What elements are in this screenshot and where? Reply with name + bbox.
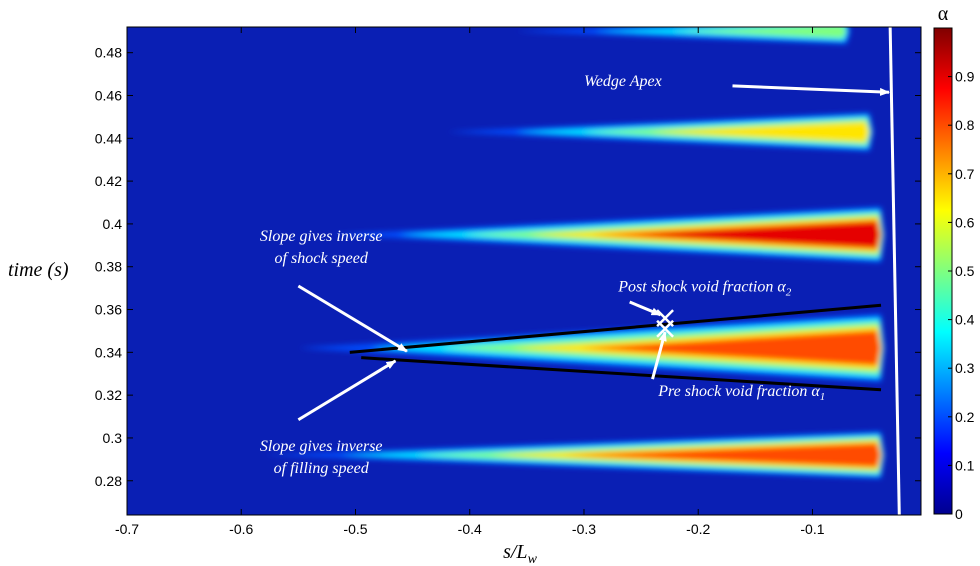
y-tick-label: 0.38 (95, 259, 122, 275)
y-tick-label: 0.3 (103, 430, 123, 446)
plot-background (127, 27, 921, 515)
post-shock-label: Post shock void fraction α2 (617, 278, 792, 317)
annotations: Wedge Apex Slope gives inverse of shock sp… (260, 73, 891, 477)
slope-shock-label-text: Slope gives inverse of shock speed (260, 228, 383, 267)
overlay-layer (349, 27, 901, 515)
cavity-level-0.65 (648, 121, 870, 142)
y-tick-label: 0.34 (95, 344, 122, 360)
colorbar-tick-label: 0.4 (955, 312, 975, 328)
cavity-region-3 (332, 206, 885, 263)
y-axis-label: time (s) (8, 259, 69, 281)
slope-shock-label: Slope gives inverse of shock speed (260, 228, 408, 353)
pre-shock-label-arrow (651, 331, 667, 380)
y-tick-label: 0.46 (95, 87, 122, 103)
x-tick-label: -0.6 (229, 521, 253, 537)
cavity-region-4 (446, 112, 874, 152)
colorbar-ticks: 0 0.1 0.2 0.3 0.4 0.5 0.6 0.7 0.8 0.9 (948, 69, 975, 522)
slope-shock-label-arrow (297, 284, 408, 353)
cavity-level-0.8 (563, 442, 881, 468)
x-tick-label: -0.1 (800, 521, 824, 537)
slope-filling-label-arrow (297, 359, 397, 422)
cavity-level-0.5 (671, 27, 847, 39)
post-shock-label-arrow (629, 300, 662, 317)
wedge-apex-line (888, 27, 901, 515)
y-tick-label: 0.4 (103, 216, 123, 232)
colorbar-tick-label: 0.8 (955, 117, 975, 133)
x-axis-label-main: s/L (503, 541, 527, 563)
wedge-apex-label-text: Wedge Apex (584, 73, 662, 90)
x-axis-ticks: -0.7 -0.6 -0.5 -0.4 -0.3 -0.2 -0.1 (115, 27, 825, 537)
colorbar-tick-label: 0.5 (955, 263, 975, 279)
colorbar-tick-label: 0.6 (955, 214, 975, 230)
x-tick-label: -0.3 (572, 521, 596, 537)
colorbar-tick-label: 0.7 (955, 166, 975, 182)
colorbar-tick-label: 0 (955, 506, 963, 522)
cavity-region-5 (515, 27, 851, 45)
colorbar-title: α (938, 3, 949, 25)
pre-shock-label-text: Pre shock void fraction α1 (657, 383, 825, 403)
y-tick-label: 0.42 (95, 173, 122, 189)
colorbar-tick-label: 0.2 (955, 409, 975, 425)
wedge-apex-label: Wedge Apex (584, 73, 891, 96)
cavity-level-0.9 (634, 222, 880, 248)
colorbar-tick-label: 0.9 (955, 69, 975, 85)
y-tick-label: 0.32 (95, 387, 122, 403)
x-tick-label: -0.2 (686, 521, 710, 537)
slope-filling-label-text: Slope gives inverse of filling speed (260, 438, 383, 477)
colorbar-tick-label: 0.3 (955, 360, 975, 376)
cavity-level-0.8 (581, 330, 881, 366)
y-tick-label: 0.36 (95, 302, 122, 318)
cavity-region-1 (264, 431, 885, 479)
x-axis-label-sub: w (528, 552, 538, 566)
x-tick-label: -0.5 (343, 521, 367, 537)
x-tick-label: -0.4 (458, 521, 482, 537)
plot-frame (126, 26, 922, 516)
x-tick-label: -0.7 (115, 521, 139, 537)
colorbar: α 0 0.1 0.2 0.3 0.4 0.5 0.6 0.7 0.8 0.9 (933, 3, 975, 522)
filling-line (361, 356, 882, 392)
colorbar-tick-label: 0.1 (955, 457, 975, 473)
shock-line (349, 303, 882, 354)
x-axis-label: s/Lw (503, 541, 537, 566)
y-tick-label: 0.28 (95, 473, 122, 489)
pre-shock-label: Pre shock void fraction α1 (651, 331, 825, 403)
plot-area: -0.7 -0.6 -0.5 -0.4 -0.3 -0.2 -0.1 0.28 0.3 0.32… (95, 26, 922, 537)
y-tick-label: 0.44 (95, 130, 122, 146)
wedge-apex-label-arrow (732, 84, 891, 96)
post-shock-label-text: Post shock void fraction α2 (617, 278, 791, 298)
slope-filling-label: Slope gives inverse of filling speed (260, 359, 397, 477)
y-axis-ticks: 0.28 0.3 0.32 0.34 0.36 0.38 0.4 0.42 0.44 0.46 0.… (95, 45, 921, 489)
y-tick-label: 0.48 (95, 45, 122, 61)
